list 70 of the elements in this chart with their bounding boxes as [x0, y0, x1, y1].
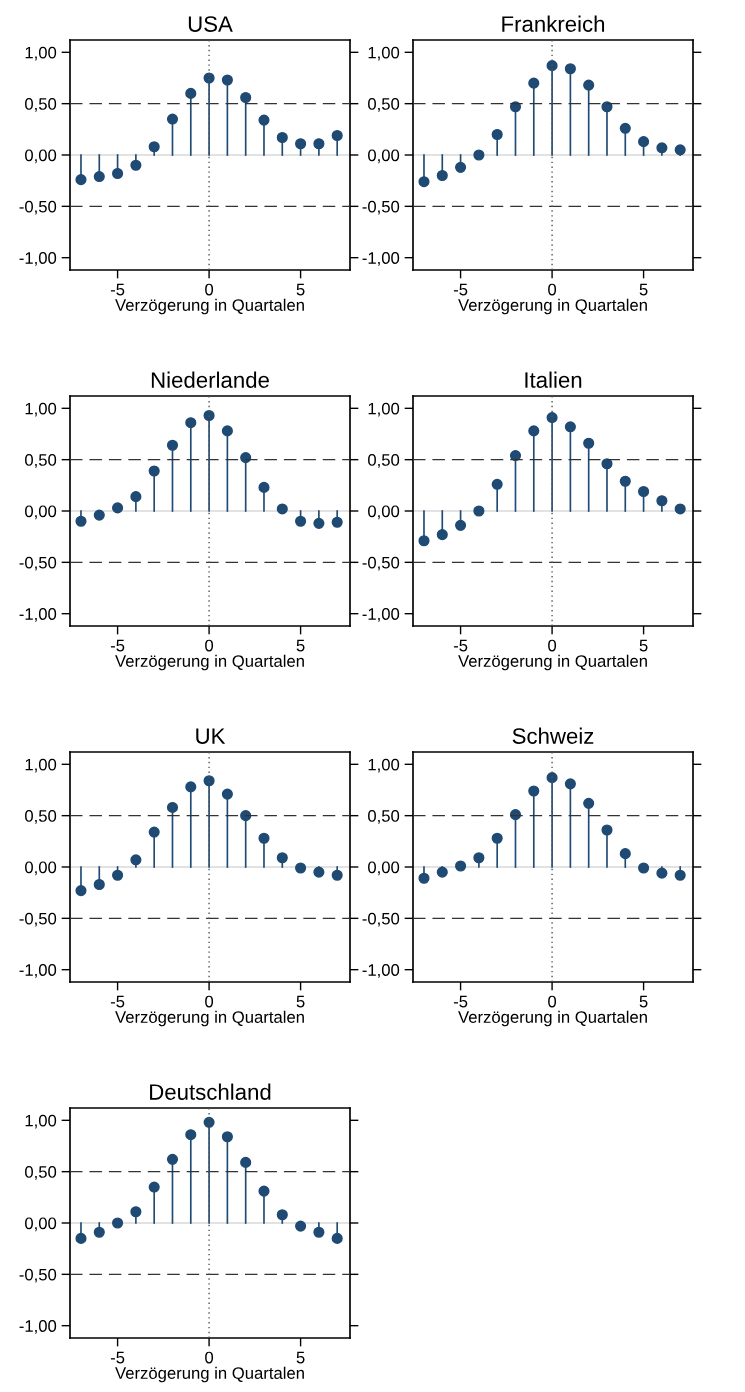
- y-tick-label: 0,00: [25, 1217, 57, 1232]
- y-tick-label: 1,00: [368, 758, 400, 773]
- chart-title: Schweiz: [512, 727, 594, 744]
- y-tick-label: -1,00: [362, 608, 400, 622]
- x-axis-title: Verzögerung in Quartalen: [115, 1010, 304, 1027]
- chart-title: Niederlande: [151, 371, 269, 388]
- y-tick-label: -1,00: [19, 252, 57, 266]
- x-axis-title: Verzögerung in Quartalen: [115, 654, 304, 671]
- y-tick-label: 1,00: [368, 46, 400, 61]
- x-axis-title: Verzögerung in Quartalen: [115, 298, 304, 315]
- y-tick-label: 0,50: [25, 1166, 57, 1180]
- y-tick-label: 0,00: [368, 149, 400, 164]
- y-tick-label: -0,50: [362, 556, 400, 571]
- y-tick-label: 0,00: [368, 505, 400, 520]
- y-tick-label: 0,00: [25, 861, 57, 876]
- y-tick-label: 0,50: [25, 454, 57, 468]
- y-tick-label: -1,00: [362, 964, 400, 978]
- y-tick-label: -1,00: [19, 964, 57, 978]
- y-tick-label: 0,50: [368, 454, 400, 468]
- y-tick-label: -0,50: [362, 912, 400, 927]
- x-tick-label: 0: [548, 639, 557, 652]
- y-tick-label: -1,00: [19, 1320, 57, 1334]
- x-tick-label: -5: [453, 995, 468, 1008]
- x-tick-label: 5: [296, 995, 305, 1008]
- x-tick-label: 0: [205, 995, 214, 1008]
- y-tick-label: -0,50: [19, 1268, 57, 1283]
- y-tick-label: -0,50: [19, 912, 57, 927]
- x-axis-title: Verzögerung in Quartalen: [458, 654, 647, 671]
- y-tick-label: 0,00: [25, 505, 57, 520]
- y-tick-label: -1,00: [19, 608, 57, 622]
- x-tick-label: 0: [548, 995, 557, 1008]
- y-tick-label: 0,50: [25, 98, 57, 112]
- x-axis-title: Verzögerung in Quartalen: [458, 1010, 647, 1027]
- y-tick-label: -0,50: [362, 200, 400, 215]
- x-tick-label: 5: [296, 283, 305, 296]
- chart-title: UK: [196, 728, 226, 744]
- x-tick-label: -5: [110, 639, 125, 652]
- y-tick-label: 1,00: [25, 46, 57, 61]
- x-axis-title: Verzögerung in Quartalen: [115, 1366, 304, 1383]
- x-tick-label: 5: [296, 639, 305, 652]
- y-tick-label: 0,50: [25, 810, 57, 824]
- chart-title: Deutschland: [150, 1083, 271, 1100]
- y-tick-label: 1,00: [25, 758, 57, 773]
- y-tick-label: 0,50: [368, 98, 400, 112]
- chart-title: Frankreich: [502, 15, 605, 32]
- y-tick-label: 0,00: [25, 149, 57, 164]
- y-tick-label: 1,00: [368, 402, 400, 417]
- x-tick-label: 0: [205, 639, 214, 652]
- x-tick-label: 0: [548, 283, 557, 296]
- x-tick-label: 5: [296, 1351, 305, 1364]
- x-tick-label: 5: [639, 639, 648, 652]
- x-tick-label: -5: [110, 995, 125, 1008]
- x-tick-label: 5: [639, 283, 648, 296]
- chart-title: USA: [188, 16, 233, 32]
- y-tick-label: -0,50: [19, 200, 57, 215]
- x-tick-label: -5: [453, 639, 468, 652]
- x-tick-label: 5: [639, 995, 648, 1008]
- y-tick-label: 0,50: [368, 810, 400, 824]
- chart-title: Italien: [525, 371, 582, 388]
- y-tick-label: -1,00: [362, 252, 400, 266]
- x-axis-title: Verzögerung in Quartalen: [458, 298, 647, 315]
- y-tick-label: 1,00: [25, 1114, 57, 1129]
- x-tick-label: 0: [205, 1351, 214, 1364]
- x-tick-label: -5: [110, 283, 125, 296]
- x-tick-label: -5: [110, 1351, 125, 1364]
- y-tick-label: -0,50: [19, 556, 57, 571]
- y-tick-label: 0,00: [368, 861, 400, 876]
- y-tick-label: 1,00: [25, 402, 57, 417]
- x-tick-label: -5: [453, 283, 468, 296]
- x-tick-label: 0: [205, 283, 214, 296]
